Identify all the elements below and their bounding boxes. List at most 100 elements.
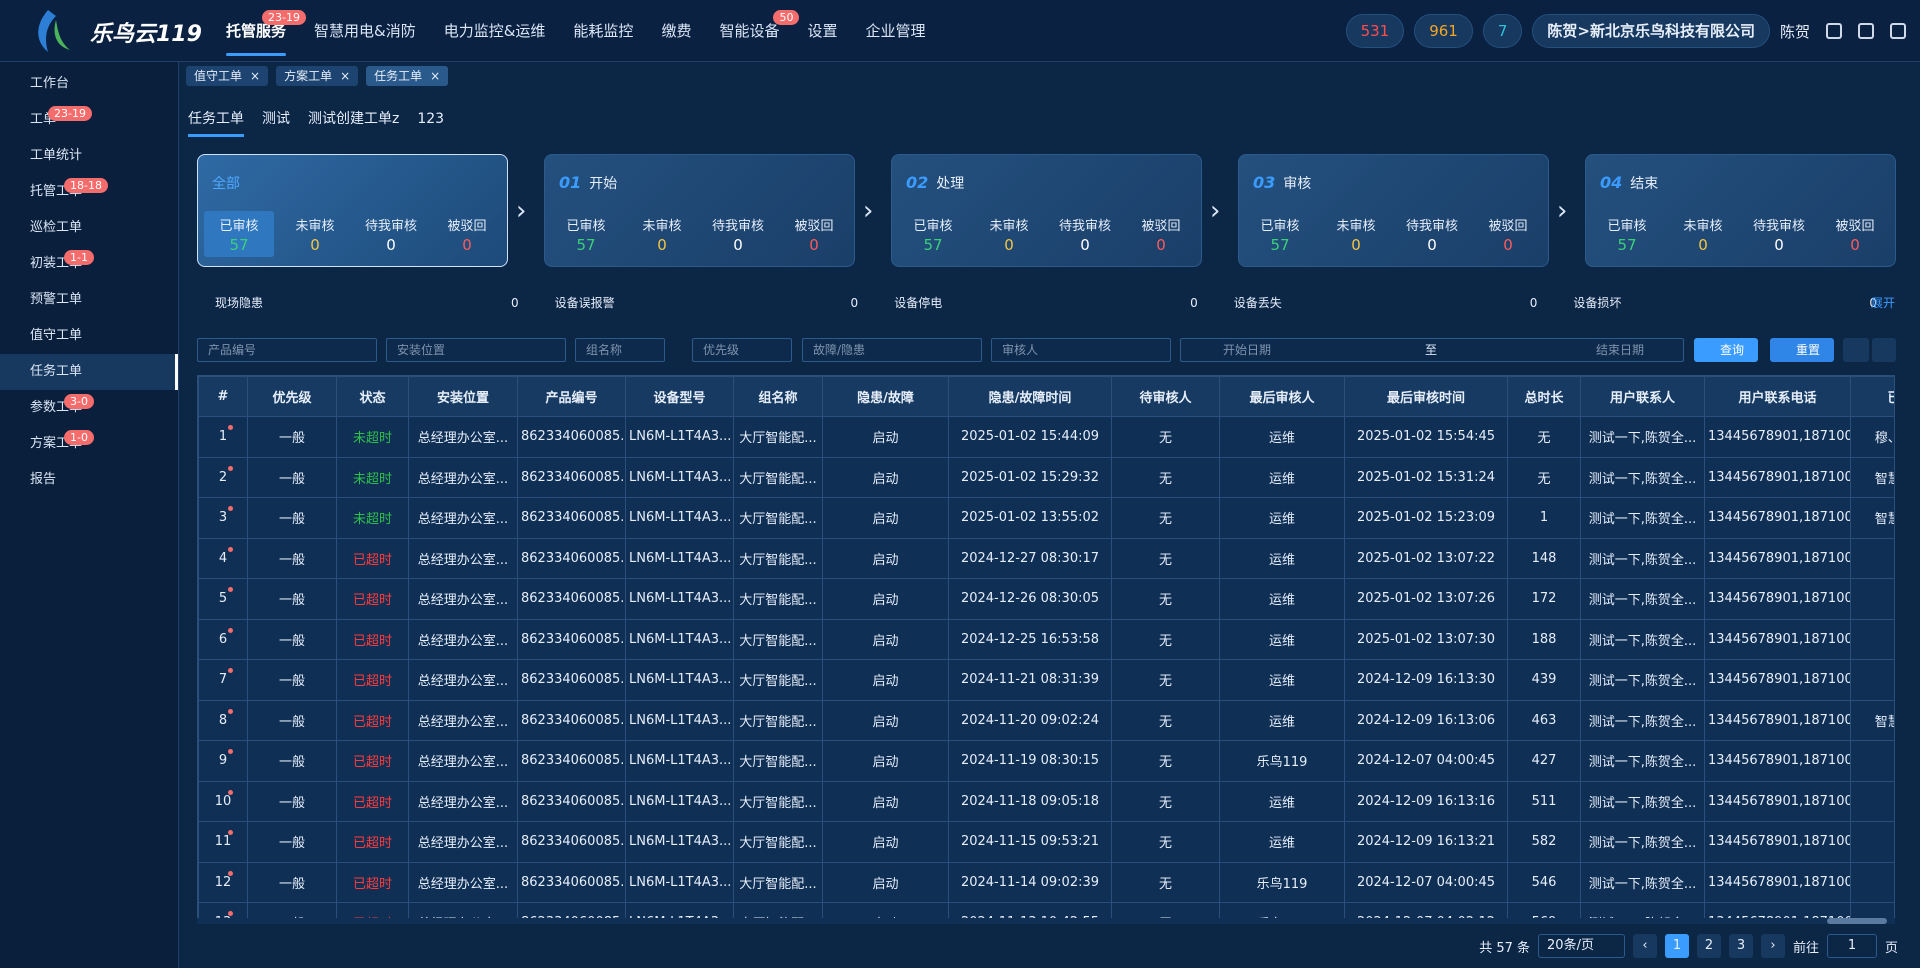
tab[interactable]: 方案工单 ×	[276, 66, 359, 86]
page-size[interactable]: 20条/页	[1538, 934, 1625, 958]
column-header[interactable]: 用户联系电话	[1704, 376, 1851, 417]
column-header[interactable]: 组名称	[733, 376, 823, 417]
nav-badge: 50	[773, 10, 800, 25]
subtabs: 任务工单 测试 测试创建工单z 123	[188, 108, 444, 137]
side-badge: 1-0	[64, 430, 94, 445]
nav-item[interactable]: 企业管理	[865, 22, 926, 40]
nav-item[interactable]: 托管服务 23-19	[212, 0, 307, 62]
table-cell: 2024-11-18 09:05:18	[948, 780, 1112, 822]
table-cell: 2025-01-02 15:23:09	[1344, 497, 1508, 539]
company[interactable]: 陈贺>新北京乐鸟科技有限公司	[1532, 14, 1770, 48]
stage-title: 03 审核	[1253, 173, 1311, 193]
column-header[interactable]: 隐患/故障时间	[948, 376, 1112, 417]
scrollbar[interactable]	[197, 918, 1895, 924]
tab-close[interactable]: ×	[430, 69, 441, 83]
nav-item[interactable]: 能耗监控	[573, 22, 634, 40]
side-item[interactable]: 初装工单 1-1	[0, 246, 178, 282]
filter-input[interactable]: 组名称	[575, 338, 665, 362]
table-cell: 测试一下,陈贺全...	[1580, 416, 1705, 458]
summary-value: 0	[510, 296, 519, 310]
table-cell: 大厅智能配...	[733, 740, 823, 782]
side-item[interactable]: 预警工单	[30, 292, 83, 307]
table: # 优先级 状态 安装位置 产品编号 设备型号 组名称 隐患/故障 隐患/故障时间 待审核人 最后审…	[198, 376, 1894, 923]
column-header[interactable]: 总时长	[1507, 376, 1581, 417]
stage-card[interactable]: 02 处理 已审核 57 未审核 0 待我审核 0 被驳回 0	[891, 154, 1202, 267]
stat-value: 0	[809, 236, 819, 254]
summary-item: 现场隐患 0	[197, 292, 537, 314]
side-item[interactable]: 值守工单	[30, 328, 83, 343]
counter[interactable]: 7	[1482, 14, 1523, 48]
next-page[interactable]: ›	[1760, 934, 1785, 958]
stat-label: 未审核	[1683, 219, 1723, 234]
column-header[interactable]: 最后审核时间	[1344, 376, 1508, 417]
side-item[interactable]: 巡检工单	[30, 220, 83, 235]
goto-input[interactable]: 1	[1826, 934, 1877, 958]
nav-item[interactable]: 缴费	[661, 22, 692, 40]
tab-close[interactable]: ×	[250, 69, 261, 83]
column-header[interactable]: 设备型号	[625, 376, 734, 417]
subtab[interactable]: 测试	[262, 111, 290, 127]
filter-input[interactable]: 安装位置	[386, 338, 566, 362]
side-item[interactable]: 托管工单 18-18	[0, 174, 178, 210]
table-cell: 2024-12-09 16:13:06	[1344, 699, 1508, 741]
table-cell: 智慧用...	[1850, 699, 1894, 741]
column-header[interactable]: 产品编号	[517, 376, 626, 417]
table-row: 3 一般 未超时 总经理办公室... 862334060085... LN6M-L1T4A…	[198, 497, 1894, 539]
page-number[interactable]: 1	[1664, 934, 1689, 958]
page-number[interactable]: 2	[1696, 934, 1721, 958]
column-header[interactable]: 最后审核人	[1219, 376, 1345, 417]
table-cell: 无	[1507, 456, 1581, 498]
subtab[interactable]: 任务工单	[188, 108, 244, 137]
column-header[interactable]: 待审核人	[1111, 376, 1220, 417]
filter-input[interactable]: 产品编号	[197, 338, 377, 362]
column-header[interactable]: 优先级	[247, 376, 337, 417]
stage-card[interactable]: 01 开始 已审核 57 未审核 0 待我审核 0 被驳回 0	[544, 154, 855, 267]
nav-item[interactable]: 电力监控&运维	[443, 22, 546, 40]
export-button[interactable]	[1843, 338, 1869, 362]
settings-button[interactable]	[1872, 338, 1896, 362]
prev-page[interactable]: ‹	[1632, 934, 1657, 958]
date-range[interactable]: 开始日期 至 结束日期	[1180, 338, 1684, 362]
side-item[interactable]: 方案工单 1-0	[0, 426, 178, 462]
expand-button[interactable]: 展开	[1870, 296, 1895, 310]
tab-close[interactable]: ×	[340, 69, 351, 83]
table-cell: 未超时	[336, 497, 409, 539]
nav-item[interactable]: 设置	[807, 22, 838, 40]
column-header[interactable]: 安装位置	[408, 376, 518, 417]
side-item[interactable]: 任务工单	[0, 354, 178, 390]
fullscreen-icon[interactable]	[1858, 23, 1874, 39]
subtab[interactable]: 测试创建工单z	[308, 111, 400, 127]
subtab[interactable]: 123	[417, 111, 445, 127]
table-cell: 测试一下,陈贺全...	[1580, 821, 1705, 863]
nav-item[interactable]: 智能设备 50	[705, 0, 800, 62]
stage-card[interactable]: 全部 已审核 57 未审核 0 待我审核 0 被驳回 0	[197, 154, 508, 267]
column-header[interactable]: 用户联系人	[1580, 376, 1705, 417]
side-item[interactable]: 参数工单 3-0	[0, 390, 178, 426]
nav-item[interactable]: 智慧用电&消防	[314, 22, 416, 40]
side-item[interactable]: 工单 23-19	[0, 102, 178, 138]
filter-input[interactable]: 优先级	[692, 338, 792, 362]
side-item[interactable]: 报告	[30, 472, 57, 487]
logout-icon[interactable]	[1890, 23, 1906, 39]
side-item[interactable]: 工单统计	[30, 148, 83, 163]
header: 乐鸟云119 托管服务 23-19 智慧用电&消防 电力监控&运维 能耗监控 缴费 智能设备…	[0, 0, 1920, 62]
counter[interactable]: 961	[1414, 14, 1473, 48]
page-number[interactable]: 3	[1728, 934, 1753, 958]
stage-card[interactable]: 03 审核 已审核 57 未审核 0 待我审核 0 被驳回 0	[1238, 154, 1549, 267]
column-header[interactable]: 已读	[1850, 376, 1894, 417]
search-button[interactable]: 查询	[1694, 338, 1759, 362]
tab[interactable]: 值守工单 ×	[186, 66, 269, 86]
filter-input[interactable]: 审核人	[991, 338, 1171, 362]
tab[interactable]: 任务工单 ×	[366, 66, 449, 86]
table-cell: 3	[198, 497, 248, 539]
theme-icon[interactable]	[1826, 23, 1842, 39]
side-item[interactable]: 工作台	[30, 76, 70, 91]
stage-number: 03	[1253, 173, 1276, 192]
column-header[interactable]: 状态	[336, 376, 409, 417]
reset-button[interactable]: 重置	[1770, 338, 1835, 362]
stage-card[interactable]: 04 结束 已审核 57 未审核 0 待我审核 0 被驳回 0	[1585, 154, 1896, 267]
stat-value: 57	[923, 236, 943, 254]
filter-input[interactable]: 故障/隐患	[802, 338, 982, 362]
column-header[interactable]: 隐患/故障	[822, 376, 949, 417]
counter[interactable]: 531	[1345, 14, 1405, 48]
